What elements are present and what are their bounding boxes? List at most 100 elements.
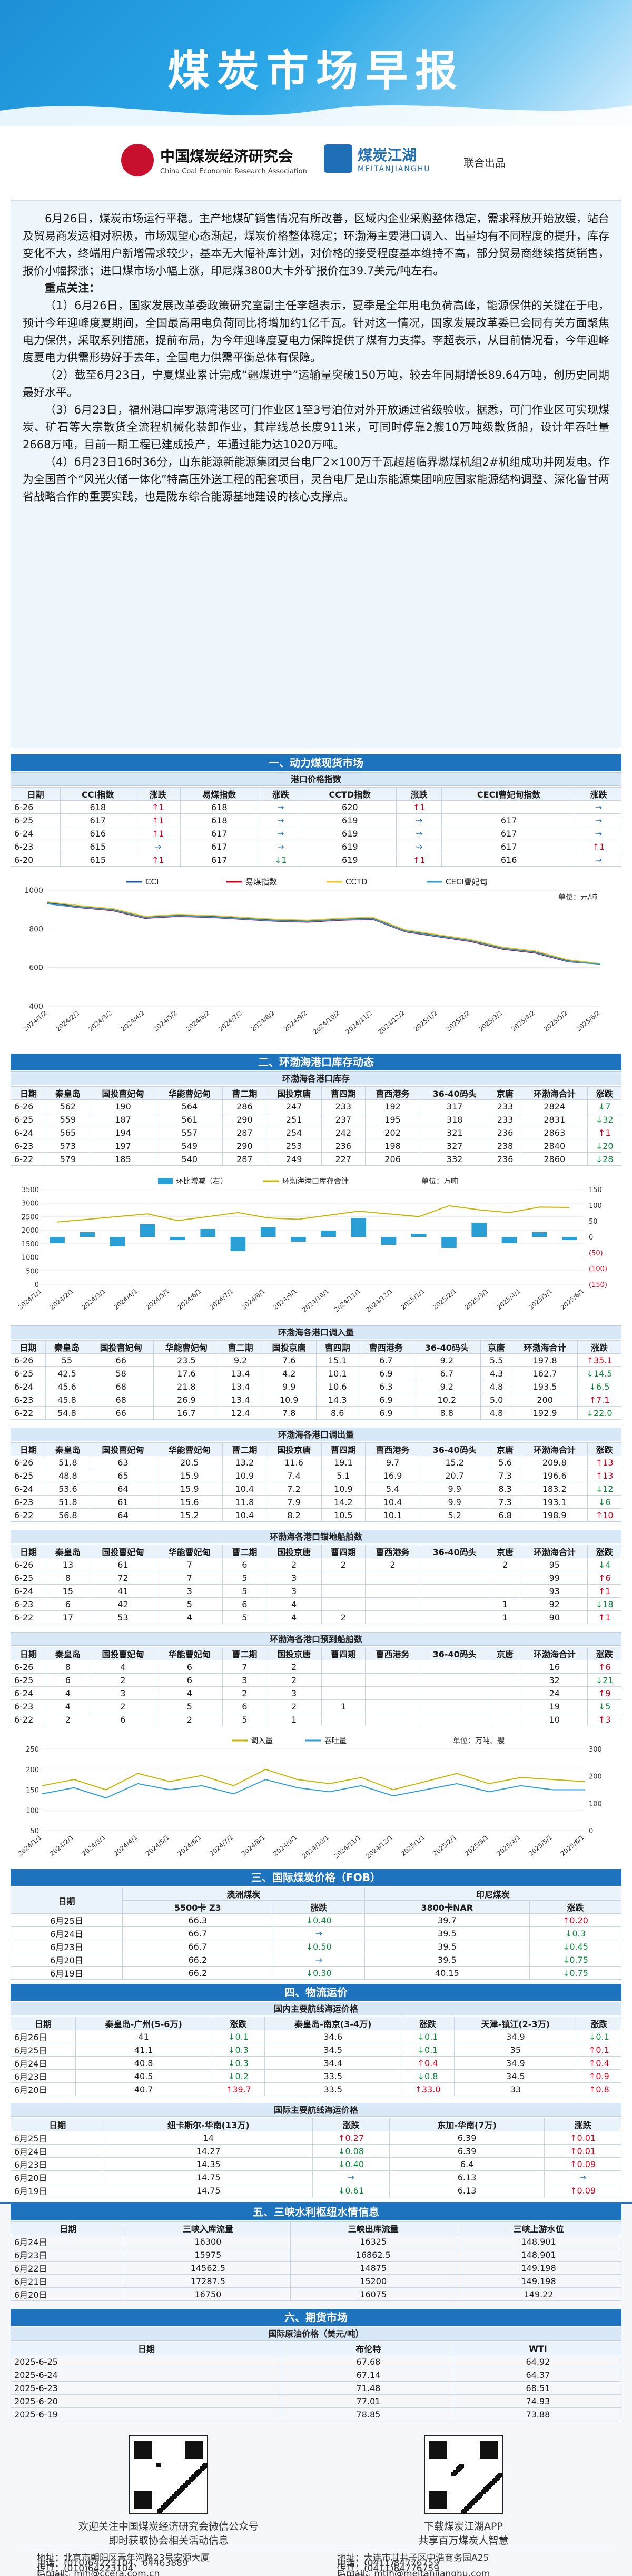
table-cell: ↓0.50 xyxy=(272,1940,365,1953)
column-header: 国投京唐 xyxy=(261,1340,317,1354)
table-cell: 26.9 xyxy=(153,1393,220,1407)
qr-module xyxy=(497,2474,501,2478)
table-cell: 53.6 xyxy=(45,1482,90,1496)
table-cell xyxy=(321,1597,366,1611)
table-cell: 6.4 xyxy=(389,2157,545,2171)
table-cell: 617 xyxy=(441,813,576,827)
table-cell: 4 xyxy=(266,1610,322,1624)
mtjh-app-qr-icon[interactable] xyxy=(424,2435,503,2514)
table-cell: 53 xyxy=(89,1610,157,1624)
table-cell: 39.5 xyxy=(364,1940,530,1953)
table-cell: 2 xyxy=(89,1673,157,1687)
table-cell: 6-26 xyxy=(11,1456,46,1469)
table-cell: 4 xyxy=(45,1699,90,1713)
table-cell: 148.901 xyxy=(456,2235,621,2248)
series-line-0 xyxy=(47,902,601,965)
table-cell: 185 xyxy=(89,1152,157,1166)
table-row: 6-25 42.5 58 17.6 13.4 4.2 10.1 6.9 6.7 4.3 162.7 ↓… xyxy=(11,1366,621,1380)
table-cell: 200 xyxy=(512,1393,578,1407)
table-cell: 10 xyxy=(521,1713,588,1726)
table-cell: 5.5 xyxy=(480,1353,513,1367)
chart-unit-label: 单位：万吨 xyxy=(421,1177,458,1186)
table-cell: 16075 xyxy=(290,2287,457,2301)
table-cell: 615 xyxy=(60,853,136,867)
table-cell xyxy=(441,800,576,814)
table-cell: 4 xyxy=(156,1686,223,1700)
x-tick-label: 2025/4/2 xyxy=(510,1009,536,1033)
column-header: 纽卡斯尔-华南(13万) xyxy=(104,2118,313,2131)
table-cell: 190 xyxy=(89,1099,157,1113)
table-cell: ↑1 xyxy=(135,827,181,840)
qr-module xyxy=(194,2473,198,2477)
y-tick-label: 250 xyxy=(26,1746,39,1754)
table-cell xyxy=(364,1686,421,1700)
table-cell: 8.6 xyxy=(315,1406,359,1420)
table-cell: 92 xyxy=(521,1597,588,1611)
bar xyxy=(321,1231,336,1237)
y-tick-label: 50 xyxy=(30,1827,39,1835)
x-tick-label: 2025/4/1 xyxy=(495,1834,521,1857)
qr-module xyxy=(429,2441,447,2459)
table-cell: 2025-6-19 xyxy=(11,2407,282,2421)
market-summary: 6月26日，煤炭市场运行平稳。主产地煤矿销售情况有所改善，区域内企业采购整体稳定… xyxy=(11,200,621,748)
table-cell: ↓0.08 xyxy=(312,2144,390,2158)
subhead-intl-freight: 国际主要航线海运价格 xyxy=(11,2103,621,2117)
table-cell: ↓0.30 xyxy=(272,1966,365,1980)
bar xyxy=(351,1218,367,1237)
table-cell: 6-26 xyxy=(10,800,61,814)
column-header: 国投京唐 xyxy=(266,1545,322,1558)
table-cell: 233 xyxy=(488,1099,522,1113)
x-tick-label: 2025/4/1 xyxy=(495,1287,521,1311)
column-header: 日期 xyxy=(11,1340,46,1354)
qr-module xyxy=(134,2441,152,2459)
table-cell: 13.4 xyxy=(219,1393,262,1407)
table-cell: → xyxy=(258,827,304,840)
table-cell: ↑1 xyxy=(135,853,181,867)
column-header: 36-40码头 xyxy=(420,1647,489,1660)
table-cell: 71.48 xyxy=(281,2381,455,2395)
x-tick-label: 2024/2/1 xyxy=(48,1834,75,1857)
table-cell: 290 xyxy=(222,1139,267,1153)
table-cell: 13.2 xyxy=(222,1456,267,1469)
table-cell: 6-23 xyxy=(11,1699,46,1713)
summary-point: （1）6月26日，国家发展改革委政策研究室副主任李超表示，夏季是全年用电负荷高峰… xyxy=(23,299,609,364)
table-cell: 6-23 xyxy=(11,1495,46,1509)
table-group-row: 日期 澳洲煤炭 印尼煤炭 xyxy=(11,1887,622,1914)
qr-module xyxy=(196,2470,201,2474)
table-cell: 6月22日 xyxy=(10,2261,126,2275)
column-header: 涨跌 xyxy=(575,787,622,801)
table-header-row: 5500卡 Z3 涨跌 3800卡NAR 涨跌 xyxy=(11,1900,622,1914)
table-cell: 5 xyxy=(222,1571,267,1585)
legend-label: 吞吐量 xyxy=(324,1737,347,1745)
table-cell: 11.8 xyxy=(222,1495,267,1509)
table-cell: 6.8 xyxy=(488,1508,522,1522)
table-cell: 40.8 xyxy=(75,2056,212,2070)
table-cell: 6-25 xyxy=(11,1571,46,1585)
column-header: 涨跌 xyxy=(587,1086,621,1100)
table-cell: 34.4 xyxy=(264,2056,402,2070)
x-tick-label: 2024/11/1 xyxy=(333,1287,362,1314)
table-cell: 562 xyxy=(45,1099,90,1113)
table-cell: ↓7 xyxy=(587,1099,621,1113)
table-cell: 10.4 xyxy=(222,1482,267,1496)
subhead-port-stock: 环渤海各港口库存 xyxy=(11,1071,621,1085)
table-cell: 249 xyxy=(266,1152,322,1166)
table-cell: 247 xyxy=(266,1099,322,1113)
contact-line: 地址：北京市朝阳区青年沟路23号安源大厦 xyxy=(37,2553,210,2563)
table-cell: 549 xyxy=(156,1139,223,1153)
ccera-wechat-qr-icon[interactable] xyxy=(129,2435,208,2514)
table-row: 2025-6-20 77.01 74.93 xyxy=(11,2394,622,2408)
table-cell xyxy=(488,1713,522,1726)
column-header: 易煤指数 xyxy=(180,787,259,801)
table-cell: → xyxy=(575,827,622,840)
table-cell: ↓32 xyxy=(587,1113,621,1126)
qr-module xyxy=(429,2491,447,2509)
contact-line: 传真：(010)64223104 xyxy=(37,2563,134,2574)
table-cell: 45.6 xyxy=(45,1380,89,1393)
qr-module xyxy=(464,2507,468,2511)
column-header: 京唐 xyxy=(480,1340,513,1354)
table-cell: → xyxy=(396,840,442,853)
table-cell: → xyxy=(575,800,622,814)
column-header: WTI xyxy=(454,2342,622,2355)
table-cell: 51.8 xyxy=(45,1456,90,1469)
